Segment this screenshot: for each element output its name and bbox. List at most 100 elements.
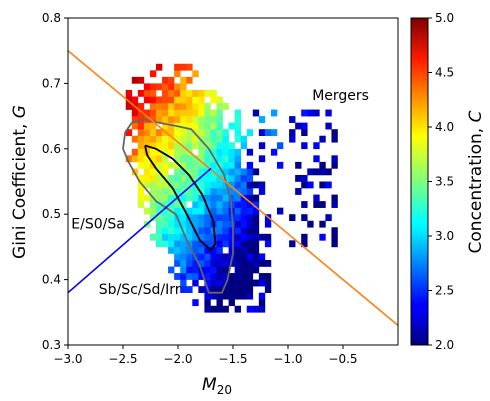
heatmap-cell: [156, 103, 163, 110]
heatmap-cell: [222, 161, 229, 169]
heatmap-cell: [198, 89, 205, 97]
heatmap-cell: [186, 253, 193, 261]
heatmap-cell: [174, 220, 181, 228]
heatmap-cell: [137, 129, 145, 137]
heatmap-cell: [228, 240, 235, 248]
heatmap-cell: [325, 168, 332, 176]
annotation-label: Sb/Sc/Sd/Irr: [99, 282, 181, 298]
heatmap-cell: [234, 286, 241, 293]
heatmap-cell: [216, 142, 223, 150]
heatmap-cell: [234, 116, 241, 123]
heatmap-cell: [192, 279, 199, 287]
heatmap-cell: [246, 240, 254, 248]
heatmap-cell: [210, 286, 217, 293]
heatmap-cell: [162, 168, 169, 176]
heatmap-cell: [143, 83, 151, 91]
heatmap-cell: [204, 194, 211, 202]
heatmap-cell: [240, 259, 248, 267]
heatmap-cell: [186, 188, 193, 195]
heatmap-cell: [149, 214, 157, 222]
heatmap-cell: [222, 240, 229, 248]
heatmap-cell: [319, 161, 326, 169]
heatmap-cell: [192, 266, 199, 274]
heatmap-cell: [240, 220, 248, 228]
heatmap-cell: [246, 214, 254, 222]
heatmap-cell: [198, 273, 205, 280]
heatmap-cell: [186, 220, 193, 228]
colorbar-tick-label: 2.0: [435, 338, 454, 352]
heatmap-cell: [325, 214, 332, 222]
heatmap-cell: [264, 259, 272, 267]
heatmap-cell: [210, 305, 217, 313]
classification-lines: [68, 50, 398, 326]
heatmap-cell: [180, 155, 187, 163]
heatmap-cell: [240, 174, 248, 182]
heatmap-cell: [168, 89, 175, 97]
heatmap-cell: [180, 286, 187, 293]
heatmap-cell: [192, 89, 199, 97]
early-late-line: [68, 167, 212, 294]
heatmap-cell: [234, 227, 241, 235]
heatmap-cell: [180, 122, 187, 130]
heatmap-cell: [180, 201, 187, 208]
heatmap-cell: [258, 279, 266, 287]
heatmap-cell: [143, 122, 151, 130]
heatmap-cell: [228, 246, 235, 254]
heatmap-cell: [174, 70, 181, 78]
heatmap-cell: [319, 135, 326, 143]
heatmap-cell: [198, 96, 205, 104]
heatmap-cell: [149, 116, 157, 123]
heatmap-cell: [198, 286, 205, 293]
heatmap-cell: [162, 220, 169, 228]
heatmap-cell: [192, 122, 199, 130]
heatmap-cell: [192, 201, 199, 208]
heatmap-cell: [228, 220, 235, 228]
heatmap-cell: [204, 233, 211, 241]
heatmap-cell: [216, 129, 223, 137]
heatmap-cell: [156, 109, 163, 117]
heatmap-cell: [186, 142, 193, 150]
heatmap-cell: [186, 116, 193, 123]
heatmap-cell: [125, 129, 133, 137]
heatmap-cell: [180, 129, 187, 137]
heatmap-cell: [204, 201, 211, 208]
heatmap-cell: [258, 129, 266, 137]
heatmap-cell: [240, 246, 248, 254]
heatmap-cell: [198, 135, 205, 143]
heatmap-cell: [198, 148, 205, 156]
heatmap-cell: [289, 240, 296, 248]
heatmap-cell: [246, 220, 254, 228]
heatmap-cell: [180, 207, 187, 215]
heatmap-cell: [204, 155, 211, 163]
heatmap-cell: [180, 168, 187, 176]
heatmap-cell: [198, 103, 205, 110]
heatmap-cell: [149, 89, 157, 97]
heatmap-cell: [295, 188, 302, 195]
heatmap-cell: [216, 201, 223, 208]
heatmap-cell: [258, 155, 266, 163]
heatmap-cell: [216, 103, 223, 110]
heatmap-cell: [131, 109, 139, 117]
heatmap-cell: [258, 253, 266, 261]
heatmap-cell: [162, 181, 169, 189]
heatmap-cell: [186, 273, 193, 280]
heatmap-cell: [246, 188, 254, 195]
heatmap-cell: [270, 109, 278, 117]
heatmap-cell: [125, 89, 133, 97]
heatmap-cell: [149, 233, 157, 241]
heatmap-cell: [156, 233, 163, 241]
heatmap-cell: [252, 227, 260, 235]
heatmap-cell: [198, 253, 205, 261]
heatmap-cell: [198, 214, 205, 222]
heatmap-cell: [186, 266, 193, 274]
heatmap-cell: [180, 233, 187, 241]
heatmap-cell: [180, 148, 187, 156]
heatmap-cell: [168, 161, 175, 169]
heatmap-cell: [240, 279, 248, 287]
heatmap-cell: [198, 240, 205, 248]
heatmap-cell: [252, 181, 260, 189]
x-tick-label: −2.5: [108, 352, 137, 366]
heatmap-cell: [246, 227, 254, 235]
heatmap-cell: [264, 233, 272, 241]
heatmap-cell: [149, 181, 157, 189]
